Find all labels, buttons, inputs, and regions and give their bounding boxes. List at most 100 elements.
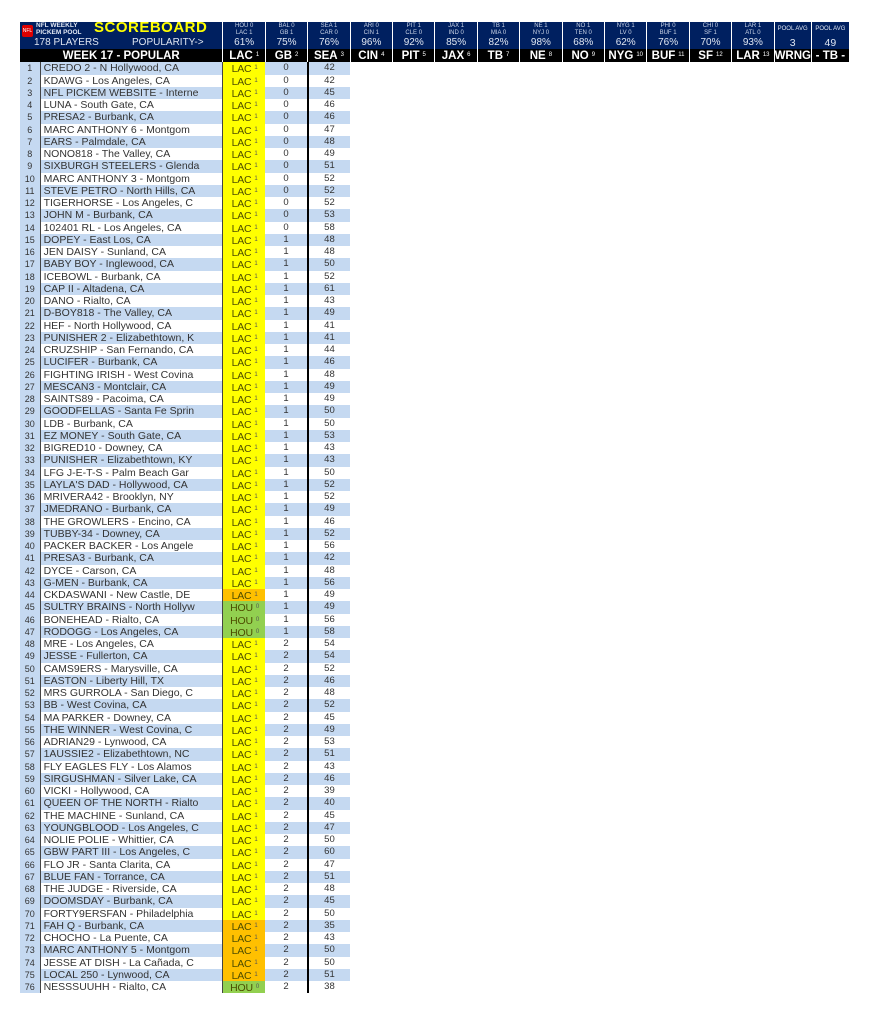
popular-pick-header[interactable]: PIT 5 — [392, 49, 436, 63]
player-name[interactable]: QUEEN OF THE NORTH - Rialto — [39, 797, 224, 810]
player-name[interactable]: 102401 RL - Los Angeles, CA — [39, 221, 224, 234]
player-name[interactable]: MARC ANTHONY 6 - Montgom — [39, 123, 224, 136]
player-name[interactable]: EASTON - Liberty Hill, TX — [39, 674, 224, 687]
player-name[interactable]: DOPEY - East Los, CA — [39, 233, 224, 246]
player-name[interactable]: LOCAL 250 - Lynwood, CA — [39, 968, 224, 981]
player-name[interactable]: BLUE FAN - Torrance, CA — [39, 870, 224, 883]
player-name[interactable]: BB - West Covina, CA — [39, 699, 224, 712]
player-name[interactable]: THE GROWLERS - Encino, CA — [39, 515, 224, 528]
player-name[interactable]: NOLIE POLIE - Whittier, CA — [39, 834, 224, 847]
player-name[interactable]: MRE - Los Angeles, CA — [39, 638, 224, 651]
popular-pick-header[interactable]: LAR 13 — [731, 49, 775, 63]
player-name[interactable]: PUNISHER 2 - Elizabethtown, K — [39, 331, 224, 344]
player-name[interactable]: MARC ANTHONY 5 - Montgom — [39, 944, 224, 957]
player-name[interactable]: STEVE PETRO - North Hills, CA — [39, 184, 224, 197]
popular-pick-header[interactable]: NYG 10 — [604, 49, 648, 63]
player-name[interactable]: THE MACHINE - Sunland, CA — [39, 809, 224, 822]
player-name[interactable]: LAYLA'S DAD - Hollywood, CA — [39, 478, 224, 491]
player-name[interactable]: BABY BOY - Inglewood, CA — [39, 258, 224, 271]
popular-pick-header[interactable]: LAC 1 — [222, 49, 266, 63]
player-name[interactable]: TIGERHORSE - Los Angeles, C — [39, 197, 224, 210]
player-name[interactable]: FORTY9ERSFAN - Philadelphia — [39, 907, 224, 920]
player-name[interactable]: BONEHEAD - Rialto, CA — [39, 613, 224, 626]
player-name[interactable]: EZ MONEY - South Gate, CA — [39, 429, 224, 442]
player-name[interactable]: PRESA3 - Burbank, CA — [39, 552, 224, 565]
popular-pick-header[interactable]: CIN 4 — [350, 49, 394, 63]
player-name[interactable]: CAMS9ERS - Marysville, CA — [39, 662, 224, 675]
player-name[interactable]: NESSSUUHH - Rialto, CA — [39, 981, 224, 994]
player-name[interactable]: LUCIFER - Burbank, CA — [39, 356, 224, 369]
player-name[interactable]: VICKI - Hollywood, CA — [39, 785, 224, 798]
player-name[interactable]: NONO818 - The Valley, CA — [39, 148, 224, 161]
popular-pick-header[interactable]: GB 2 — [265, 49, 309, 63]
popular-pick-header[interactable]: NE 8 — [519, 49, 563, 63]
popular-pick-header[interactable]: SEA 3 — [307, 49, 351, 63]
player-name[interactable]: ICEBOWL - Burbank, CA — [39, 270, 224, 283]
player-name[interactable]: HEF - North Hollywood, CA — [39, 319, 224, 332]
popular-pick-header[interactable]: TB 7 — [477, 49, 521, 63]
popular-pick-header[interactable]: JAX 6 — [434, 49, 478, 63]
player-name[interactable]: THE WINNER - West Covina, C — [39, 723, 224, 736]
player-name[interactable]: SIXBURGH STEELERS - Glenda — [39, 160, 224, 173]
player-name[interactable]: FAH Q - Burbank, CA — [39, 919, 224, 932]
player-name[interactable]: JESSE - Fullerton, CA — [39, 650, 224, 663]
player-name[interactable]: MESCAN3 - Montclair, CA — [39, 380, 224, 393]
player-name[interactable]: PACKER BACKER - Los Angele — [39, 540, 224, 553]
player-name[interactable]: LDB - Burbank, CA — [39, 417, 224, 430]
player-name[interactable]: JEN DAISY - Sunland, CA — [39, 246, 224, 259]
player-name[interactable]: CKDASWANI - New Castle, DE — [39, 589, 224, 602]
player-name[interactable]: MARC ANTHONY 3 - Montgom — [39, 172, 224, 185]
player-name[interactable]: KDAWG - Los Angeles, CA — [39, 74, 224, 87]
player-name[interactable]: MRIVERA42 - Brooklyn, NY — [39, 491, 224, 504]
player-name[interactable]: JESSE AT DISH - La Cañada, C — [39, 956, 224, 969]
player-name[interactable]: CAP II - Altadena, CA — [39, 282, 224, 295]
player-name[interactable]: MA PARKER - Downey, CA — [39, 711, 224, 724]
